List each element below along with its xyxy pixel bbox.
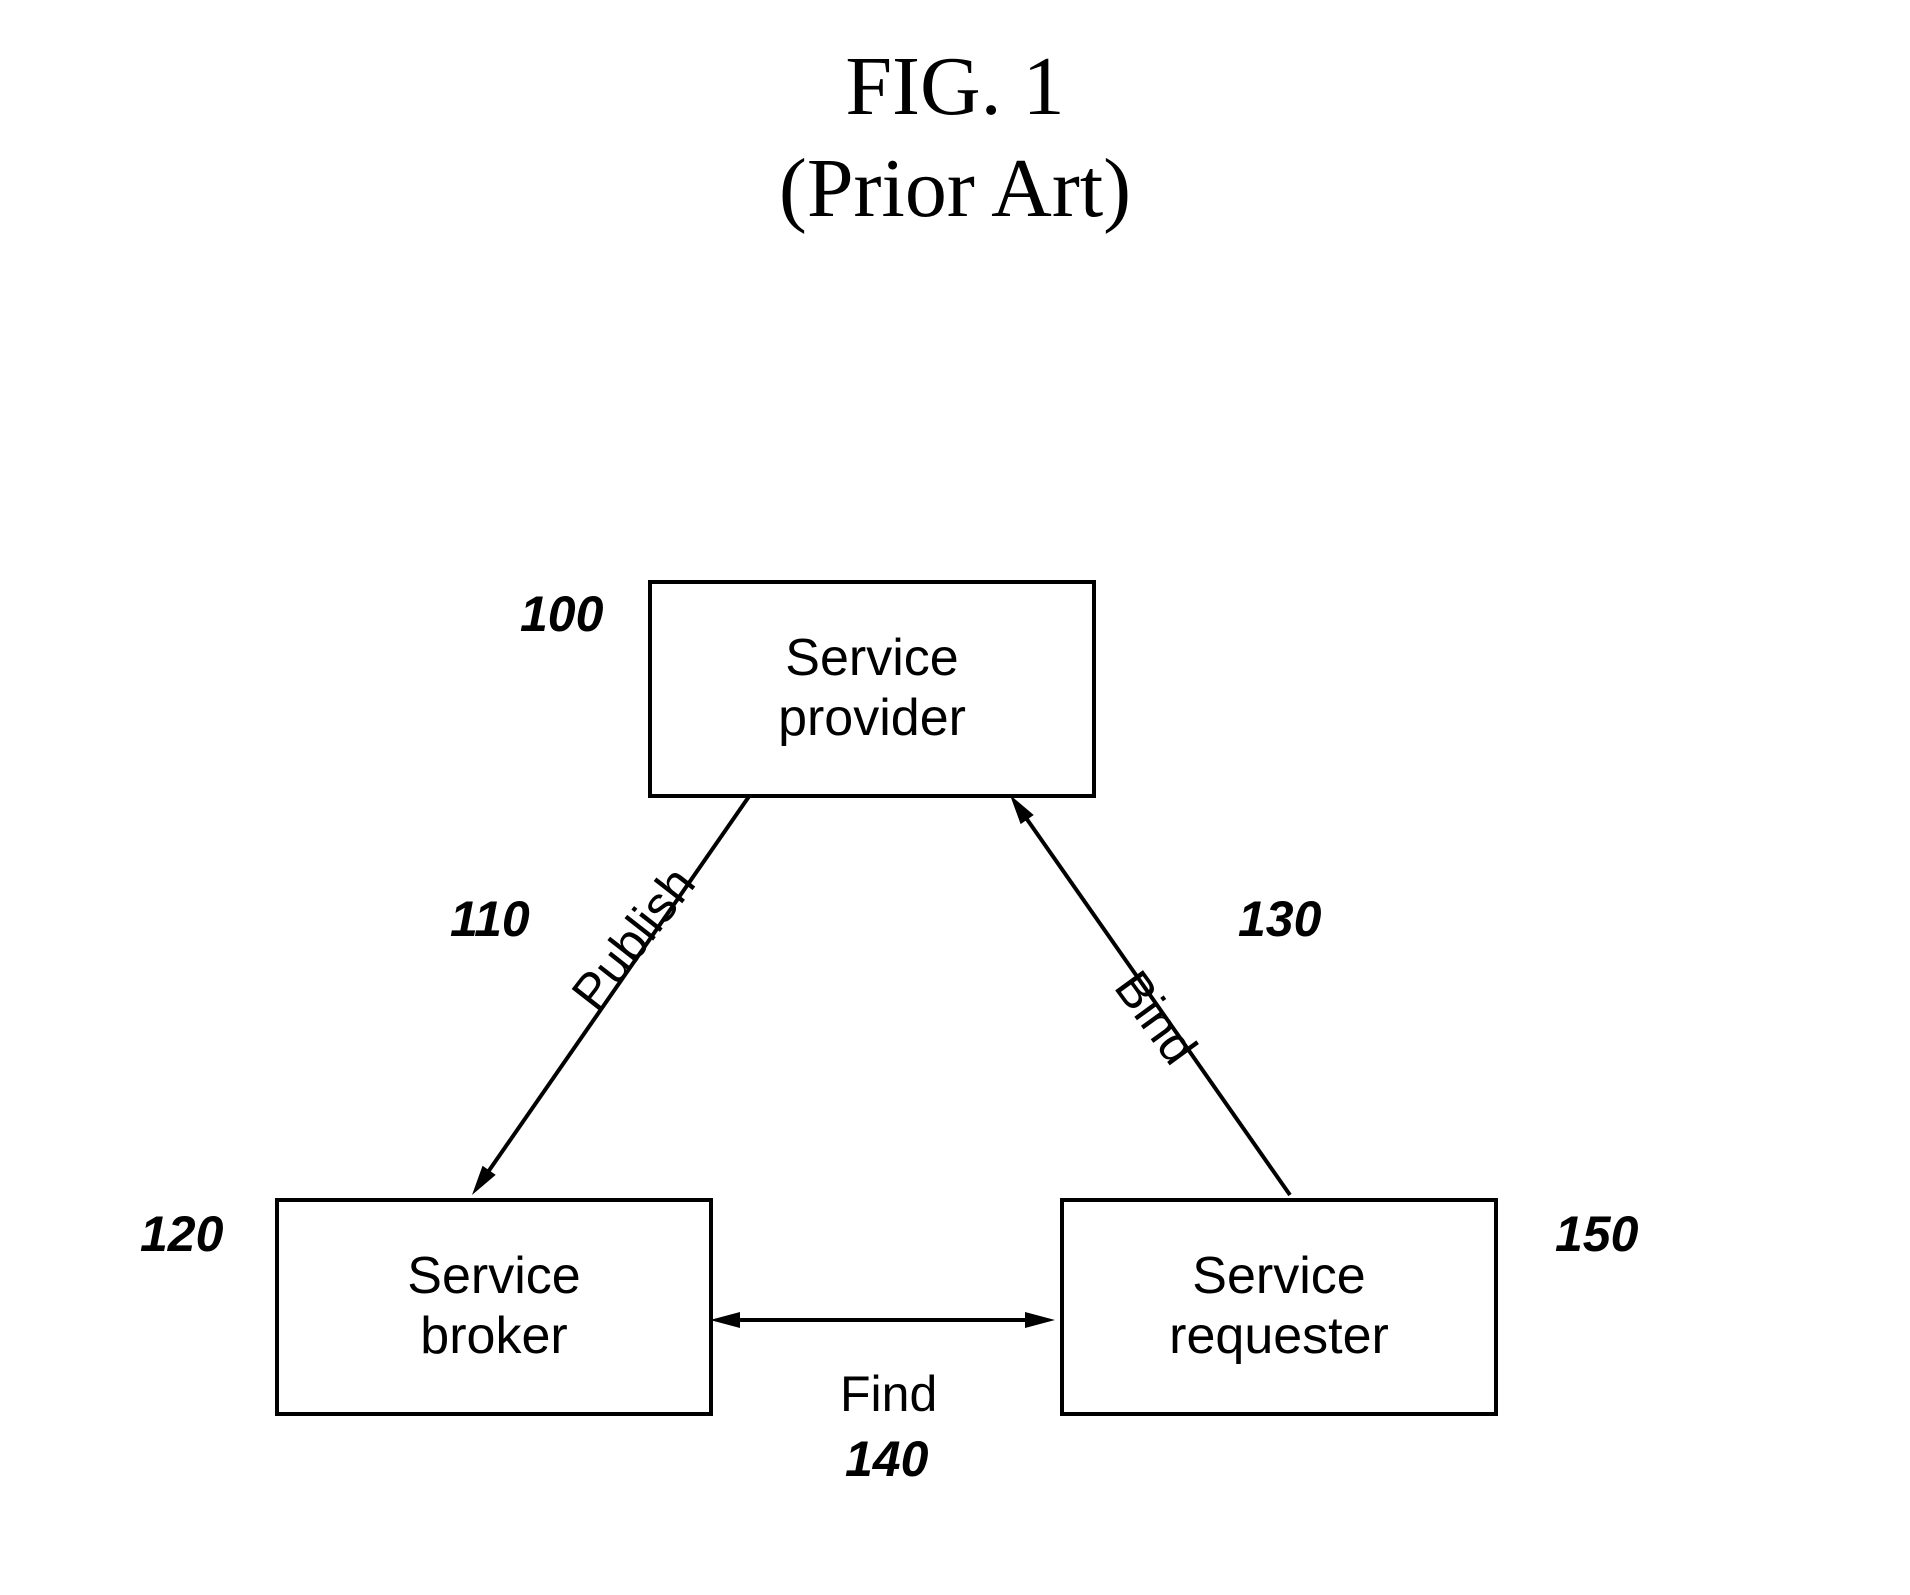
edge-label-find: Find [840,1365,937,1423]
refnum-bind: 130 [1238,890,1321,948]
node-service-provider: Service provider [648,580,1096,798]
figure-title-line2: (Prior Art) [0,140,1910,237]
refnum-requester: 150 [1555,1205,1638,1263]
figure-title-line1: FIG. 1 [0,38,1910,135]
node-service-broker-label: Service broker [407,1247,580,1367]
refnum-publish: 110 [450,890,530,948]
node-service-broker: Service broker [275,1198,713,1416]
refnum-find: 140 [845,1430,928,1488]
node-service-provider-label: Service provider [778,629,966,749]
node-service-requester-label: Service requester [1169,1247,1389,1367]
edge-label-bind: Bind [1103,960,1209,1075]
refnum-provider: 100 [520,585,603,643]
refnum-broker: 120 [140,1205,223,1263]
edge-label-publish: Publish [560,856,707,1021]
node-service-requester: Service requester [1060,1198,1498,1416]
